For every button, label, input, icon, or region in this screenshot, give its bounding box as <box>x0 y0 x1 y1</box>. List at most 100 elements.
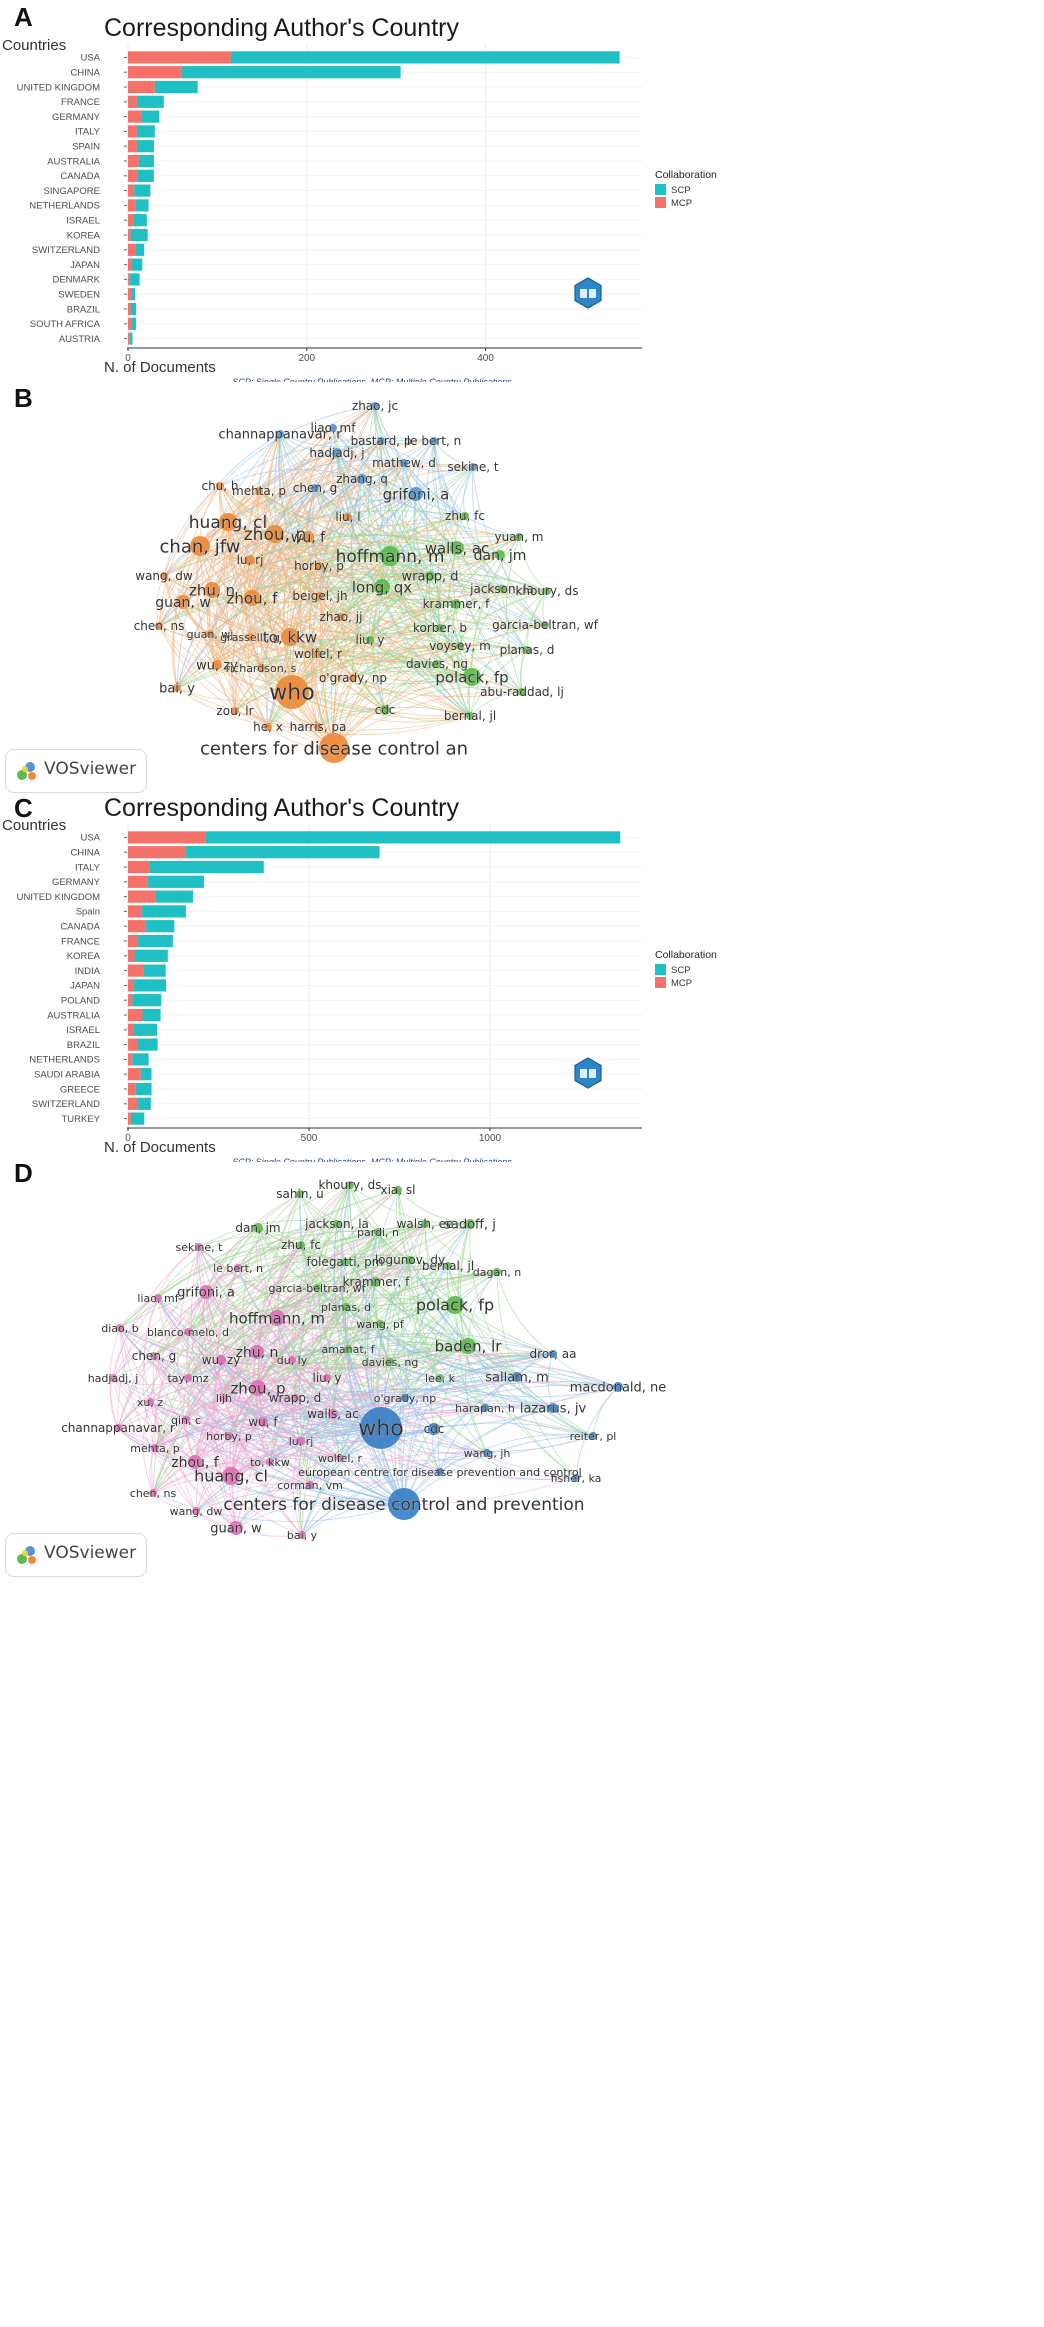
network-node <box>151 1444 159 1452</box>
bar-scp <box>132 994 162 1007</box>
node-label: garcia-beltran, wf <box>268 1282 366 1295</box>
network-node <box>436 1468 444 1476</box>
network-link <box>279 433 338 454</box>
node-label: horby, p <box>294 559 344 573</box>
network-node <box>436 1374 444 1382</box>
node-label: baden, lr <box>435 1337 503 1355</box>
bar-mcp <box>128 1038 138 1051</box>
network-node <box>266 525 284 543</box>
network-link <box>433 440 474 468</box>
network-node <box>314 723 322 731</box>
network-link <box>195 1488 405 1512</box>
network-node <box>269 1310 285 1326</box>
network-node <box>154 1294 162 1302</box>
network-link <box>158 581 383 627</box>
network-link <box>267 639 371 728</box>
network-node <box>341 1258 349 1266</box>
network-node <box>495 550 505 560</box>
node-label: abu-raddad, lj <box>480 685 564 699</box>
node-label: sadoff, j <box>444 1218 496 1233</box>
network-link <box>230 1439 488 1477</box>
network-node <box>451 599 461 609</box>
network-link <box>154 1348 349 1449</box>
bar-scp <box>135 199 149 212</box>
bar-scp <box>185 846 380 859</box>
category-label: CANADA <box>60 171 100 182</box>
node-label: wrapp, d <box>402 570 459 585</box>
network-link <box>231 1387 259 1529</box>
node-label: guan, wj <box>187 628 234 641</box>
bar-mcp <box>128 154 139 168</box>
network-link <box>154 1244 302 1449</box>
node-label: wu, f <box>248 1415 278 1429</box>
category-label: UNITED KINGDOM <box>17 892 100 903</box>
network-link <box>149 1401 303 1536</box>
bar-mcp <box>128 214 134 227</box>
network-node <box>394 1186 402 1194</box>
network-link <box>219 437 435 487</box>
network-link <box>110 1377 119 1429</box>
node-label: polack, fp <box>435 668 508 686</box>
node-label: tay, mz <box>167 1372 208 1385</box>
network-node <box>114 1424 122 1432</box>
network-node <box>371 402 379 410</box>
network-link <box>227 559 251 712</box>
bar-mcp <box>128 80 155 94</box>
network-node <box>444 1262 452 1270</box>
network-link <box>149 1383 259 1403</box>
network-link <box>381 586 471 717</box>
bar-mcp <box>128 1097 139 1110</box>
category-label: KOREA <box>67 951 101 962</box>
node-label: wrapp, d <box>269 1391 322 1405</box>
network-node <box>216 482 224 490</box>
node-label: grifoni, a <box>383 485 450 503</box>
network-link <box>154 1287 318 1449</box>
category-label: GREECE <box>60 1084 100 1095</box>
network-link <box>289 586 383 638</box>
bar-scp <box>147 875 205 888</box>
category-label: JAPAN <box>70 981 100 992</box>
network-link <box>211 589 473 678</box>
network-node <box>374 579 390 595</box>
bar-mcp <box>128 302 131 316</box>
node-label: krammer, f <box>343 1275 411 1289</box>
network-link <box>374 405 501 556</box>
node-label: voysey, m <box>429 639 491 653</box>
network-node <box>572 1474 580 1482</box>
bar-mcp <box>128 199 136 212</box>
category-label: SWITZERLAND <box>32 245 100 256</box>
node-label: long, qx <box>352 578 412 596</box>
node-label: corman, vm <box>277 1479 343 1492</box>
network-link <box>251 570 503 599</box>
network-node <box>276 430 284 438</box>
network-link <box>344 1261 391 1363</box>
network-node <box>216 1355 226 1365</box>
bar-scp <box>134 184 151 197</box>
network-link <box>309 1223 471 1486</box>
bar-mcp <box>128 1068 141 1081</box>
network-link <box>119 1260 346 1329</box>
category-label: SINGAPORE <box>44 186 101 197</box>
node-label: centers for disease control an <box>200 738 468 759</box>
category-label: SWEDEN <box>58 290 100 301</box>
network-link <box>294 1397 406 1409</box>
network-link <box>209 633 319 728</box>
network-node <box>333 1220 341 1228</box>
network-link <box>152 1281 377 1494</box>
network-node <box>311 484 319 492</box>
node-label: lee, k <box>425 1372 456 1385</box>
network-node <box>188 1455 202 1469</box>
network-node <box>380 705 390 715</box>
network-node <box>302 531 314 543</box>
node-label: wu, f <box>291 530 326 546</box>
node-label: xia, sl <box>380 1183 415 1197</box>
node-label: zhao, jj <box>320 610 363 624</box>
category-label: USA <box>80 833 100 844</box>
network-link <box>397 1189 471 1225</box>
node-label: mehta, p <box>130 1442 180 1455</box>
network-link <box>158 625 269 728</box>
category-label: INDIA <box>75 966 101 977</box>
network-link <box>251 533 520 599</box>
network-link <box>400 1223 471 1505</box>
